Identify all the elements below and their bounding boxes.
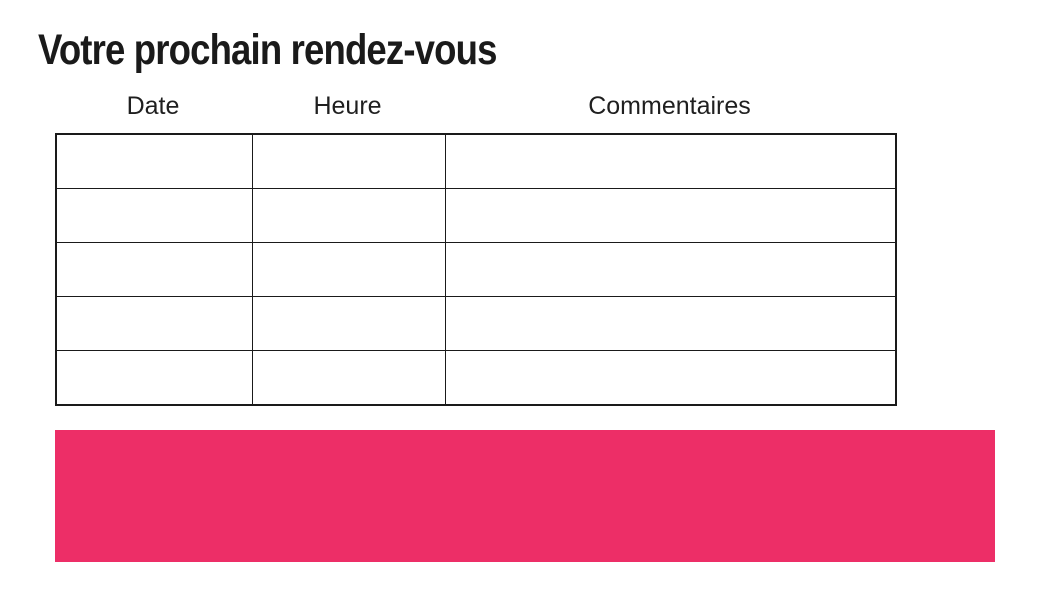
column-header-heure: Heure (313, 92, 382, 120)
table-row (55, 242, 897, 297)
table-row (55, 133, 897, 189)
table-cell (55, 242, 253, 297)
table-cell (251, 242, 446, 297)
table-cell (251, 296, 446, 351)
appointments-table-body (55, 133, 897, 406)
table-cell (251, 188, 446, 243)
appointments-table (55, 133, 897, 406)
page-title: Votre prochain rendez-vous (38, 26, 497, 74)
table-cell (251, 133, 446, 189)
table-cell (55, 350, 253, 406)
table-cell (251, 350, 446, 406)
table-row (55, 296, 897, 351)
table-cell (444, 133, 897, 189)
table-cell (444, 296, 897, 351)
table-cell (444, 188, 897, 243)
column-header-commentaires: Commentaires (588, 92, 751, 120)
column-header-date: Date (126, 92, 180, 120)
table-cell (55, 296, 253, 351)
highlight-banner (55, 430, 995, 562)
table-cell (444, 242, 897, 297)
table-cell (55, 133, 253, 189)
table-header-row: Date Heure Commentaires (55, 92, 895, 121)
table-row (55, 188, 897, 243)
table-row (55, 350, 897, 406)
table-cell (444, 350, 897, 406)
table-cell (55, 188, 253, 243)
